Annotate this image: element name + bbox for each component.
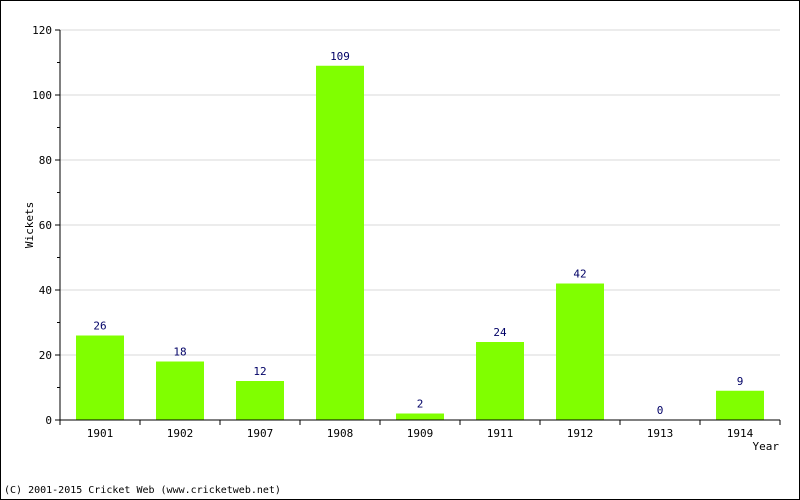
x-ticks: 1901 1902 1907 1908 1909 1911 1912 1913 1914 bbox=[59, 420, 781, 440]
gridlines bbox=[60, 29, 780, 356]
data-label: 0 bbox=[657, 404, 664, 417]
y-tick-label: 60 bbox=[39, 219, 52, 232]
bar bbox=[396, 413, 444, 420]
bar bbox=[236, 381, 284, 420]
y-tick-label: 20 bbox=[39, 349, 52, 362]
bar bbox=[156, 361, 204, 420]
data-label: 26 bbox=[93, 320, 106, 333]
bars bbox=[76, 65, 764, 420]
copyright-notice: (C) 2001-2015 Cricket Web (www.cricketwe… bbox=[4, 485, 281, 496]
data-label: 2 bbox=[417, 398, 424, 411]
bar bbox=[476, 342, 524, 420]
data-label: 109 bbox=[330, 50, 350, 63]
y-tick-label: 100 bbox=[32, 89, 52, 102]
x-tick-label: 1912 bbox=[567, 427, 594, 440]
bar bbox=[556, 283, 604, 420]
bar bbox=[76, 335, 124, 420]
x-tick-label: 1901 bbox=[87, 427, 114, 440]
data-label: 9 bbox=[737, 375, 744, 388]
x-tick-label: 1913 bbox=[647, 427, 674, 440]
x-tick-label: 1907 bbox=[247, 427, 274, 440]
x-tick-label: 1902 bbox=[167, 427, 194, 440]
y-tick-label: 40 bbox=[39, 284, 52, 297]
data-label: 42 bbox=[573, 268, 586, 281]
y-ticks: 0 20 40 60 80 100 120 bbox=[32, 24, 60, 427]
y-axis-title: Wickets bbox=[23, 202, 36, 248]
data-labels: 26 18 12 109 2 24 42 0 9 bbox=[93, 50, 743, 417]
x-tick-label: 1911 bbox=[487, 427, 514, 440]
x-tick-label: 1908 bbox=[327, 427, 354, 440]
x-tick-label: 1909 bbox=[407, 427, 434, 440]
x-axis-title: Year bbox=[753, 440, 780, 453]
bar bbox=[716, 390, 764, 420]
x-tick-label: 1914 bbox=[727, 427, 754, 440]
data-label: 24 bbox=[493, 326, 507, 339]
y-tick-label: 120 bbox=[32, 24, 52, 37]
y-tick-label: 80 bbox=[39, 154, 52, 167]
bar bbox=[316, 65, 364, 420]
data-label: 12 bbox=[253, 365, 266, 378]
data-label: 18 bbox=[173, 346, 186, 359]
y-tick-label: 0 bbox=[45, 414, 52, 427]
